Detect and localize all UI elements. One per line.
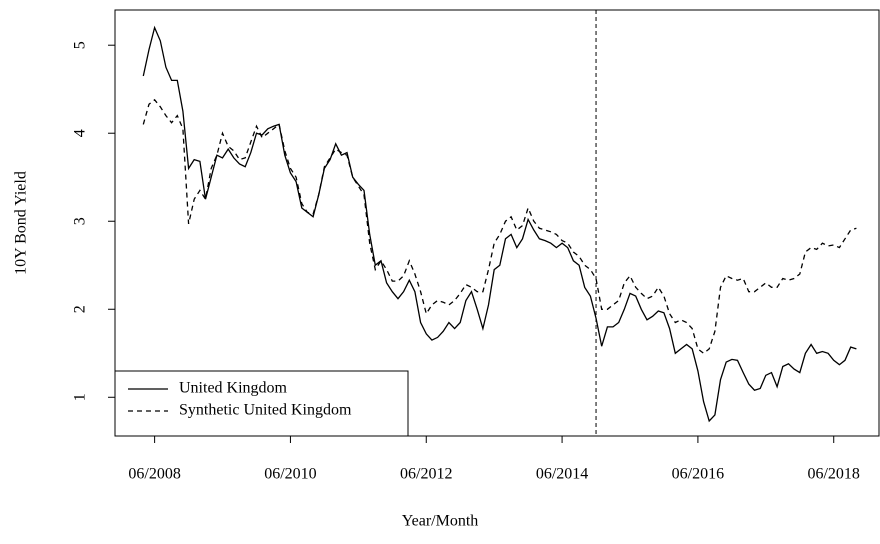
series-line [142,25,857,423]
x-tick-label: 06/2010 [264,466,316,483]
y-tick-label: 1 [72,393,89,401]
plot-frame [114,9,880,437]
y-tick-label: 4 [72,129,89,137]
y-axis-label: 10Y Bond Yield [13,171,30,275]
x-axis-label: Year/Month [402,513,479,530]
x-tick-label: 06/2018 [807,466,859,483]
y-tick-label: 5 [72,41,89,49]
y-tick-label: 2 [72,305,89,313]
y-tick-label: 3 [72,217,89,225]
legend-label: United Kingdom [179,380,288,397]
legend-box [114,370,409,437]
x-tick-label: 06/2014 [536,466,588,483]
legend-label: Synthetic United Kingdom [179,402,352,419]
series-line [142,98,857,355]
x-tick-label: 06/2012 [400,466,452,483]
x-tick-label: 06/2008 [128,466,180,483]
x-tick-label: 06/2016 [672,466,724,483]
